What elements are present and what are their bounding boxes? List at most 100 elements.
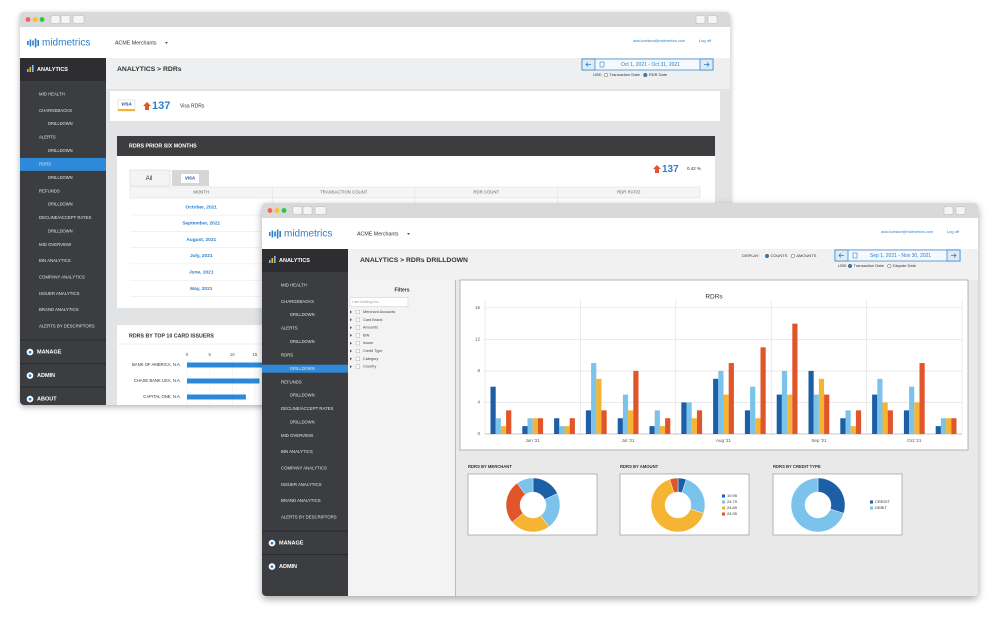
nav-item[interactable]: MID HEALTH bbox=[281, 283, 307, 288]
card-stripe bbox=[118, 109, 135, 111]
bar bbox=[882, 402, 888, 434]
filter-item: Issuer bbox=[363, 341, 374, 345]
nav-subitem[interactable]: DRILLDOWN bbox=[290, 419, 315, 424]
tab-label: All bbox=[146, 176, 153, 182]
nav-subitem[interactable]: DRILLDOWN bbox=[48, 175, 73, 180]
nav-item[interactable]: BRAND ANALYTICS bbox=[39, 307, 79, 312]
trend-up-icon bbox=[143, 102, 151, 110]
nav-item[interactable]: REFUNDS bbox=[39, 188, 60, 193]
brand-logo: midmetrics bbox=[284, 229, 332, 240]
nav-subitem[interactable]: DRILLDOWN bbox=[48, 228, 73, 233]
bar bbox=[537, 418, 544, 434]
nav-item[interactable]: BIN ANALYTICS bbox=[281, 449, 313, 454]
nav-item[interactable]: ISSUER ANALYTICS bbox=[39, 291, 80, 296]
panel-title: RDRS BY TOP 10 CARD ISSUERS bbox=[129, 333, 214, 339]
section-icon bbox=[27, 69, 29, 72]
summary-count: 137 bbox=[152, 100, 170, 112]
checkbox[interactable] bbox=[355, 341, 360, 346]
nav-item[interactable]: ISSUER ANALYTICS bbox=[281, 482, 322, 487]
arrow-left bbox=[585, 62, 591, 67]
dropdown-caret bbox=[165, 42, 168, 44]
option-label: USE: bbox=[838, 263, 847, 268]
logout-link[interactable]: Log off bbox=[947, 229, 960, 234]
nav-subitem[interactable]: DRILLDOWN bbox=[290, 339, 315, 344]
nav-item[interactable]: CHARGEBACKS bbox=[281, 299, 314, 304]
nav-item[interactable]: RDRS bbox=[281, 353, 293, 358]
radio-button[interactable] bbox=[847, 263, 853, 269]
nav-item[interactable]: MID OVERVIEW bbox=[39, 242, 72, 247]
legend-label: DEBIT bbox=[875, 505, 887, 510]
bar bbox=[495, 418, 501, 434]
checkbox[interactable] bbox=[355, 349, 360, 354]
bar bbox=[818, 378, 825, 434]
column-header: MONTH bbox=[193, 190, 209, 195]
sidebar bbox=[20, 58, 106, 405]
nav-item[interactable]: MID HEALTH bbox=[39, 92, 65, 97]
nav-item[interactable]: COMPANY ANALYTICS bbox=[281, 466, 327, 471]
logout-link[interactable]: Log off bbox=[699, 38, 712, 43]
nav-item[interactable]: CHARGEBACKS bbox=[39, 108, 72, 113]
nav-section[interactable]: MANAGE bbox=[279, 541, 304, 547]
filter-item: Country bbox=[363, 365, 376, 369]
nav-subitem[interactable]: DRILLDOWN bbox=[290, 312, 315, 317]
window-button bbox=[274, 208, 280, 213]
toolbar-button bbox=[314, 206, 327, 215]
nav-section[interactable]: ADMIN bbox=[37, 373, 55, 379]
expand-arrow bbox=[350, 349, 352, 353]
checkbox[interactable] bbox=[355, 325, 360, 330]
tab[interactable] bbox=[129, 169, 171, 187]
radio-button[interactable] bbox=[603, 72, 609, 78]
toolbar-button bbox=[302, 206, 313, 215]
bar bbox=[633, 370, 639, 434]
expand-arrow bbox=[350, 326, 352, 330]
active-item bbox=[20, 157, 106, 171]
logo-bar bbox=[271, 230, 274, 238]
bar bbox=[659, 426, 666, 434]
table-cell: June, 2021 bbox=[189, 269, 214, 275]
toolbar-button bbox=[50, 15, 61, 24]
nav-section[interactable]: ADMIN bbox=[279, 564, 297, 570]
nav-item[interactable]: RDRS bbox=[39, 162, 51, 167]
radio-button[interactable] bbox=[790, 253, 795, 259]
checkbox[interactable] bbox=[355, 310, 360, 315]
bar bbox=[755, 418, 761, 434]
nav-section[interactable]: ABOUT bbox=[37, 397, 57, 403]
table-cell: October, 2021 bbox=[186, 204, 218, 210]
nav-item[interactable]: BIN ANALYTICS bbox=[39, 258, 71, 263]
nav-subitem[interactable]: DRILLDOWN bbox=[48, 202, 73, 207]
nav-item[interactable]: DECLINE/ACCEPT RATES bbox=[39, 215, 92, 220]
checkbox[interactable] bbox=[355, 317, 360, 322]
logo-bar bbox=[269, 232, 271, 236]
title-bar bbox=[20, 12, 730, 27]
nav-item[interactable]: REFUNDS bbox=[281, 379, 302, 384]
nav-subitem[interactable]: DRILLDOWN bbox=[48, 148, 73, 153]
active-item bbox=[262, 364, 348, 373]
nav-subitem[interactable]: DRILLDOWN bbox=[48, 121, 73, 126]
logo-bar bbox=[29, 39, 32, 47]
logo-bar bbox=[274, 231, 276, 237]
nav-section[interactable]: MANAGE bbox=[37, 350, 62, 356]
legend-swatch bbox=[870, 500, 873, 504]
checkbox[interactable] bbox=[355, 364, 360, 369]
nav-item[interactable]: ALERTS bbox=[281, 326, 298, 331]
checkbox[interactable] bbox=[355, 356, 360, 361]
nav-item[interactable]: ALERTS BY DESCRIPTORS bbox=[39, 323, 95, 328]
bar bbox=[506, 410, 512, 434]
nav-item[interactable]: ALERTS BY DESCRIPTORS bbox=[281, 514, 337, 519]
radio-button[interactable] bbox=[764, 253, 770, 259]
search-input[interactable] bbox=[349, 297, 409, 307]
radio-button[interactable] bbox=[643, 72, 648, 78]
nav-item[interactable]: COMPANY ANALYTICS bbox=[39, 275, 85, 280]
nav-item[interactable]: DECLINE/ACCEPT RATES bbox=[281, 406, 334, 411]
nav-subitem[interactable]: DRILLDOWN bbox=[290, 366, 315, 371]
title-bar bbox=[262, 203, 978, 218]
nav-item[interactable]: ALERTS bbox=[39, 135, 56, 140]
checkbox[interactable] bbox=[355, 333, 360, 338]
nav-item[interactable]: BRAND ANALYTICS bbox=[281, 498, 321, 503]
legend-label: 24.89 bbox=[727, 505, 738, 510]
radio-button[interactable] bbox=[887, 263, 892, 269]
nav-subitem[interactable]: DRILLDOWN bbox=[290, 393, 315, 398]
section-icon bbox=[271, 258, 274, 263]
nav-item[interactable]: MID OVERVIEW bbox=[281, 433, 314, 438]
expand-arrow bbox=[350, 357, 352, 361]
